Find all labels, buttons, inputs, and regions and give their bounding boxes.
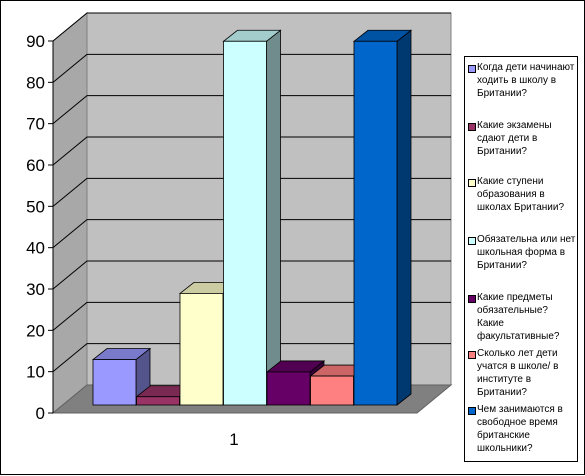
bar <box>310 375 354 406</box>
legend-swatch <box>468 295 476 303</box>
x-tick-label: 1 <box>229 430 238 449</box>
legend-swatch <box>468 351 476 359</box>
legend-entry: Какие ступени образования в школах Брита… <box>468 175 576 214</box>
bar <box>266 371 311 406</box>
y-tick-label: 20 <box>26 321 45 340</box>
bar <box>136 396 180 406</box>
gridline <box>52 343 451 373</box>
legend-swatch <box>468 407 476 415</box>
legend-label: Какие ступени образования в школах Брита… <box>477 176 565 213</box>
legend-label: Какие экзамены сдают дети в Британии? <box>477 120 552 157</box>
y-tick-label: 80 <box>26 73 45 92</box>
y-tick-label: 90 <box>26 32 45 51</box>
bar-side <box>396 29 412 406</box>
legend-label: Обязательна или нет школьная форма в Бри… <box>477 234 576 271</box>
y-tick-label: 0 <box>36 404 45 423</box>
legend: Когда дети начинают ходить в школу в Бри… <box>464 56 578 462</box>
bar <box>223 40 267 406</box>
side-wall <box>52 11 88 415</box>
legend-entry: Чем занимаются в свободное время британс… <box>468 403 576 455</box>
gridlines <box>52 12 451 373</box>
y-tick-label: 50 <box>26 197 45 216</box>
gridline <box>52 136 451 166</box>
bar <box>92 359 137 406</box>
y-tick-label: 60 <box>26 156 45 175</box>
legend-entry: Какие предметы обязательные? Какие факул… <box>468 291 576 343</box>
legend-swatch <box>468 65 476 73</box>
y-tick-label: 40 <box>26 239 45 258</box>
legend-label: Когда дети начинают ходить в школу в Бри… <box>477 62 575 99</box>
legend-label: Чем занимаются в свободное время британс… <box>477 404 563 454</box>
legend-entry: Обязательна или нет школьная форма в Бри… <box>468 233 576 272</box>
bars <box>91 29 413 406</box>
gridline <box>52 95 451 125</box>
bar <box>353 40 398 406</box>
legend-entry: Сколько лет дети учатся в школе/ в инсти… <box>468 347 576 399</box>
gridline <box>52 301 451 331</box>
legend-swatch <box>468 123 476 131</box>
gridline <box>52 53 451 83</box>
legend-entry: Какие экзамены сдают дети в Британии? <box>468 119 576 158</box>
legend-entry: Когда дети начинают ходить в школу в Бри… <box>468 61 576 100</box>
bar-side <box>266 29 281 406</box>
gridline <box>52 219 451 249</box>
gridline <box>52 12 451 42</box>
y-tick-labels: 0 10 20 30 40 50 60 70 80 90 <box>26 32 45 423</box>
legend-label: Сколько лет дети учатся в школе/ в инсти… <box>477 348 559 398</box>
bar <box>179 292 224 406</box>
legend-swatch <box>468 179 476 187</box>
y-tick-label: 70 <box>26 115 45 134</box>
axis-lines <box>48 40 54 414</box>
gridline <box>52 177 451 207</box>
gridline <box>52 260 451 290</box>
x-tick-labels: 1 <box>229 430 238 449</box>
y-tick-label: 10 <box>26 363 45 382</box>
y-tick-label: 30 <box>26 280 45 299</box>
legend-label: Какие предметы обязательные? Какие факул… <box>477 292 560 342</box>
legend-swatch <box>468 237 476 245</box>
